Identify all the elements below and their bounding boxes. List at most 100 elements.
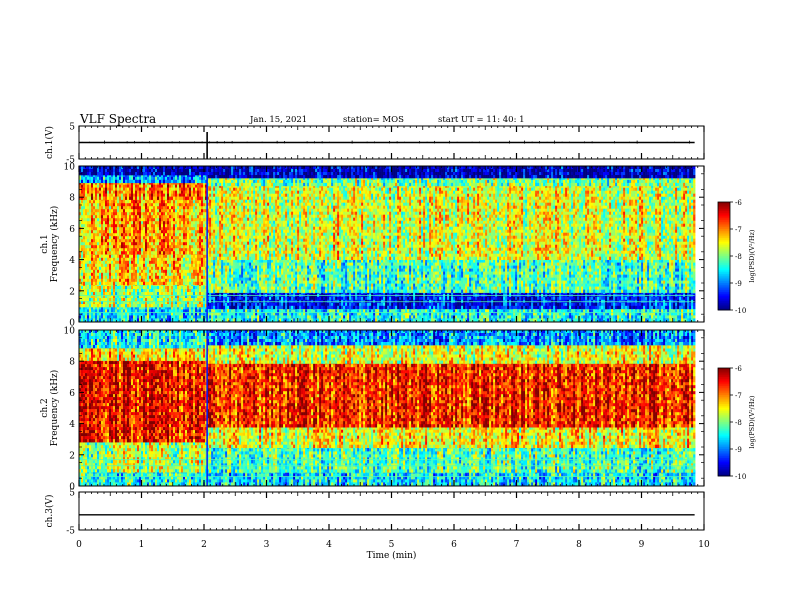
heatmap-cell	[345, 315, 348, 319]
heatmap-cell	[387, 312, 390, 316]
heatmap-cell	[85, 176, 88, 181]
heatmap-cell	[317, 309, 320, 313]
heatmap-cell	[437, 315, 440, 319]
heatmap-cell	[145, 275, 148, 280]
heatmap-cell	[183, 309, 186, 313]
heatmap-cell	[161, 257, 164, 262]
heatmap-cell	[163, 200, 166, 204]
heatmap-cell	[191, 172, 194, 176]
heatmap-cell	[121, 281, 124, 286]
heatmap-cell	[123, 169, 126, 173]
heatmap-cell	[175, 209, 178, 213]
heatmap-cell	[129, 218, 132, 222]
heatmap-cell	[435, 309, 438, 313]
heatmap-cell	[179, 242, 182, 246]
heatmap-cell	[201, 230, 204, 234]
heatmap-cell	[125, 292, 128, 296]
heatmap-cell	[193, 254, 196, 259]
heatmap-cell	[189, 181, 192, 185]
heatmap-cell	[165, 272, 168, 277]
heatmap-cell	[157, 190, 160, 194]
heatmap-cell	[133, 230, 136, 234]
heatmap-cell	[131, 298, 134, 302]
heatmap-cell	[101, 227, 104, 231]
heatmap-cell	[275, 312, 278, 316]
heatmap-cell	[95, 292, 98, 296]
heatmap-cell	[187, 266, 190, 271]
heatmap-cell	[95, 181, 98, 185]
heatmap-cell	[129, 172, 132, 176]
heatmap-cell	[85, 269, 88, 274]
heatmap-cell	[307, 309, 310, 313]
heatmap-cell	[471, 312, 474, 316]
heatmap-cell	[179, 254, 182, 259]
heatmap-cell	[185, 315, 188, 319]
heatmap-cell	[169, 295, 172, 299]
heatmap-cell	[407, 315, 410, 319]
heatmap-cell	[177, 215, 180, 219]
heatmap-cell	[181, 263, 184, 268]
heatmap-cell	[179, 236, 182, 240]
heatmap-cell	[171, 176, 174, 181]
heatmap-cell	[123, 245, 126, 249]
heatmap-cell	[93, 227, 96, 231]
heatmap-cell	[161, 179, 164, 184]
heatmap-cell	[231, 309, 234, 313]
heatmap-cell	[329, 309, 332, 313]
heatmap-cell	[83, 318, 86, 322]
heatmap-cell	[111, 190, 114, 194]
heatmap-cell	[195, 306, 198, 310]
heatmap-cell	[127, 239, 130, 243]
heatmap-cell	[445, 312, 448, 316]
heatmap-cell	[423, 312, 426, 316]
heatmap-cell	[175, 298, 178, 302]
heatmap-cell	[107, 209, 110, 213]
heatmap-cell	[183, 239, 186, 243]
heatmap-cell	[171, 233, 174, 237]
heatmap-cell	[143, 242, 146, 246]
heatmap-cell	[89, 218, 92, 222]
heatmap-cell	[279, 318, 282, 322]
heatmap-cell	[111, 193, 114, 197]
heatmap-cell	[105, 263, 108, 268]
heatmap-cell	[129, 169, 132, 173]
heatmap-cell	[83, 304, 86, 308]
heatmap-cell	[165, 184, 168, 188]
heatmap-cell	[353, 309, 356, 313]
heatmap-cell	[167, 298, 170, 302]
heatmap-cell	[133, 266, 136, 271]
heatmap-cell	[85, 221, 88, 225]
heatmap-cell	[87, 230, 90, 234]
heatmap-cell	[157, 196, 160, 200]
heatmap-cell	[99, 227, 102, 231]
heatmap-cell	[191, 236, 194, 240]
heatmap-cell	[261, 318, 264, 322]
heatmap-cell	[193, 292, 196, 296]
heatmap-cell	[99, 254, 102, 259]
heatmap-cell	[167, 318, 170, 322]
heatmap-cell	[103, 292, 106, 296]
heatmap-cell	[349, 315, 352, 319]
heatmap-cell	[117, 286, 120, 290]
heatmap-cell	[189, 278, 192, 283]
heatmap-cell	[337, 312, 340, 316]
heatmap-cell	[167, 209, 170, 213]
heatmap-cell	[213, 312, 216, 316]
heatmap-cell	[97, 221, 100, 225]
heatmap-cell	[149, 245, 152, 249]
heatmap-cell	[101, 173, 104, 178]
heatmap-cell	[177, 230, 180, 234]
heatmap-cell	[151, 269, 154, 274]
heatmap-cell	[293, 312, 296, 316]
heatmap-cell	[135, 266, 138, 271]
heatmap-cell	[117, 254, 120, 259]
heatmap-cell	[91, 206, 94, 210]
heatmap-cell	[89, 269, 92, 274]
heatmap-cell	[463, 318, 466, 322]
heatmap-cell	[399, 318, 402, 322]
heatmap-cell	[347, 309, 350, 313]
heatmap-cell	[167, 315, 170, 319]
heatmap-cell	[135, 206, 138, 210]
heatmap-cell	[477, 318, 480, 322]
heatmap-cell	[95, 193, 98, 197]
